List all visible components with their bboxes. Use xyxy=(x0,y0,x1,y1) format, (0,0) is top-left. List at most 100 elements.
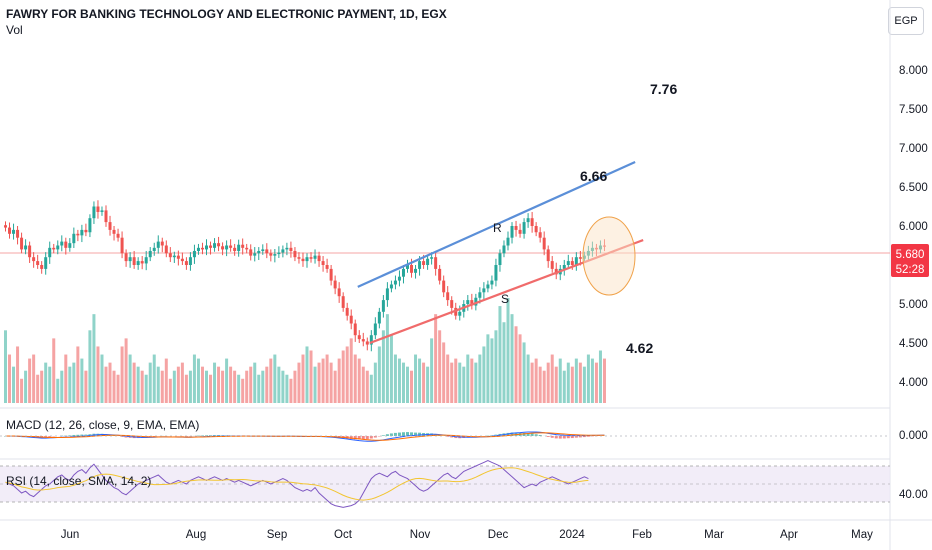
time-axis[interactable]: Jun Aug Sep Oct Nov Dec 2024 Feb Mar Apr May xyxy=(61,529,873,541)
macd-histogram-bar xyxy=(48,436,52,437)
volume-bar xyxy=(442,342,446,403)
volume-bar xyxy=(237,374,241,403)
currency-selector-button[interactable]: EGP xyxy=(888,7,924,35)
volume-bar xyxy=(40,370,44,403)
volume-bar xyxy=(76,346,80,403)
volume-bar xyxy=(494,330,498,403)
candle-body xyxy=(8,227,12,234)
candle-body xyxy=(28,245,32,258)
volume-bar xyxy=(325,354,329,403)
volume-bar xyxy=(458,362,462,403)
volume-bar xyxy=(361,366,365,403)
resistance-target-label[interactable]: 6.66 xyxy=(580,168,607,184)
volume-bar xyxy=(225,358,229,403)
candle-body xyxy=(80,229,84,236)
volume-bar xyxy=(506,298,510,403)
candle-body xyxy=(229,245,233,248)
volume-bar xyxy=(566,362,570,403)
candle-body xyxy=(349,315,353,324)
price-axis[interactable]: 8.000 7.500 7.000 6.500 6.000 5.000 4.500 4.000 xyxy=(899,65,928,389)
volume-bar xyxy=(281,370,285,403)
candle-body xyxy=(490,280,494,285)
macd-histogram-bar xyxy=(353,436,357,440)
candle-body xyxy=(369,335,373,345)
volume-bar xyxy=(422,362,426,403)
candle-body xyxy=(430,257,434,259)
volume-bar xyxy=(257,374,261,403)
volume-bar xyxy=(482,346,486,403)
candle-body xyxy=(538,232,542,238)
candle-body xyxy=(52,247,56,250)
volume-bar xyxy=(8,354,12,403)
volume-bar xyxy=(96,346,100,403)
volume-bar xyxy=(373,362,377,403)
volume-bar xyxy=(180,362,184,403)
candle-body xyxy=(438,268,442,281)
candle-body xyxy=(16,229,20,238)
candle-body xyxy=(205,245,208,250)
macd-histogram-bar xyxy=(414,432,418,436)
macd-histogram-bar xyxy=(200,435,204,436)
candle-body xyxy=(245,247,249,250)
volume-bar xyxy=(542,370,546,403)
time-axis-tick: May xyxy=(851,529,873,541)
candle-body xyxy=(209,245,213,248)
candle-body xyxy=(269,253,273,256)
macd-histogram-bar xyxy=(550,436,554,438)
macd-histogram-bar xyxy=(385,434,389,436)
volume-bar xyxy=(12,366,16,403)
candle-body xyxy=(578,257,582,259)
candle-body xyxy=(510,226,514,238)
volume-bar xyxy=(526,354,530,403)
candle-body xyxy=(470,300,474,306)
macd-histogram-bar xyxy=(152,436,156,437)
candle-body xyxy=(530,218,534,226)
candle-body xyxy=(156,241,160,248)
volume-bar xyxy=(486,334,490,403)
candle-body xyxy=(168,253,172,258)
candle-body xyxy=(92,206,96,219)
resistance-marker[interactable]: R xyxy=(493,221,502,235)
support-target-label[interactable]: 4.62 xyxy=(626,340,653,356)
candle-body xyxy=(221,246,225,250)
highlight-circle[interactable] xyxy=(582,216,636,296)
macd-histogram-bar xyxy=(120,436,124,437)
volume-bar xyxy=(249,366,253,403)
candle-body xyxy=(570,261,574,265)
support-marker[interactable]: S xyxy=(501,292,509,306)
volume-bar xyxy=(454,358,458,403)
rsi-axis-value: 40.00 xyxy=(899,489,928,501)
candle-body xyxy=(305,257,309,262)
macd-signal-line xyxy=(5,432,605,441)
candle-body xyxy=(160,241,164,246)
candle-body xyxy=(353,323,357,336)
macd-histogram-bar xyxy=(554,436,558,439)
volume-bar xyxy=(530,362,534,403)
volume-bar xyxy=(313,366,317,403)
rsi-legend[interactable]: RSI (14, close, SMA, 14, 2) xyxy=(6,474,152,488)
candle-body xyxy=(478,292,482,298)
candle-body xyxy=(12,229,16,234)
time-axis-tick: Aug xyxy=(186,529,206,541)
volume-bar xyxy=(205,370,208,403)
volume-bar xyxy=(594,362,598,403)
candle-body xyxy=(192,250,196,258)
volume-bar xyxy=(285,374,289,403)
volume-bar xyxy=(84,370,88,403)
volume-bar xyxy=(120,346,124,403)
price-axis-tick: 7.000 xyxy=(899,143,928,155)
volume-bar xyxy=(538,366,542,403)
macd-legend[interactable]: MACD (12, 26, close, 9, EMA, EMA) xyxy=(6,418,200,432)
target-upper-label[interactable]: 7.76 xyxy=(650,81,677,97)
macd-histogram-bar xyxy=(406,432,409,436)
candle-body xyxy=(377,311,381,324)
volume-bar xyxy=(357,358,361,403)
time-axis-tick: Feb xyxy=(632,529,652,541)
volume-bar xyxy=(108,362,112,403)
macd-histogram-bar xyxy=(522,432,526,436)
volume-bar xyxy=(410,370,414,403)
candle-body xyxy=(426,258,430,265)
candle-body xyxy=(293,250,297,258)
volume-bar xyxy=(136,366,140,403)
